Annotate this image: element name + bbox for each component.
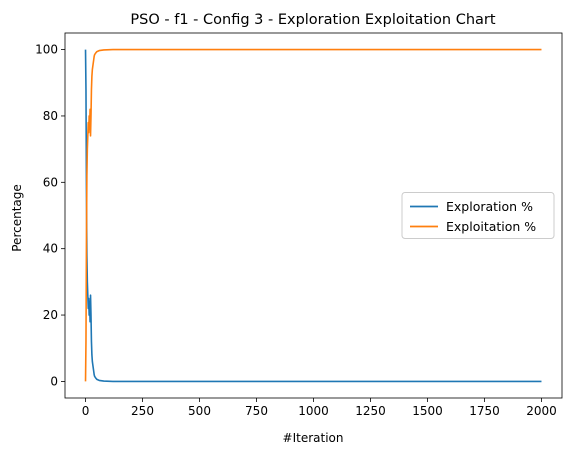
y-tick-label: 100: [35, 43, 58, 57]
y-tick-label: 20: [43, 308, 58, 322]
y-axis-ticks: 0 20 40 60 80 100: [35, 43, 65, 388]
x-axis-ticks: 0 250 500 750 1000 1250 1500 1750 2000: [82, 398, 557, 418]
legend-label: Exploration %: [446, 199, 533, 214]
x-tick-label: 2000: [526, 404, 557, 418]
series-line-exploitation: [84, 48, 542, 382]
x-tick-label: 1250: [355, 404, 386, 418]
x-tick-label: 1500: [412, 404, 443, 418]
chart-title: PSO - f1 - Config 3 - Exploration Exploi…: [130, 12, 495, 28]
series-layer: [84, 48, 542, 383]
legend: Exploration % Exploitation %: [401, 192, 555, 239]
x-tick-label: 1000: [298, 404, 329, 418]
legend-box: [401, 192, 555, 239]
y-axis-label: Percentage: [10, 184, 24, 252]
y-tick-label: 0: [50, 374, 58, 388]
x-tick-label: 500: [188, 404, 211, 418]
x-tick-label: 0: [82, 404, 90, 418]
x-tick-label: 250: [131, 404, 154, 418]
y-tick-label: 40: [43, 242, 58, 256]
y-tick-label: 80: [43, 109, 58, 123]
x-tick-label: 1750: [469, 404, 500, 418]
axes-frame: [64, 32, 563, 399]
x-tick-label: 750: [245, 404, 268, 418]
legend-label: Exploitation %: [446, 219, 536, 234]
y-tick-label: 60: [43, 175, 58, 189]
series-line-exploration: [84, 49, 542, 383]
x-axis-label: #Iteration: [283, 431, 344, 445]
